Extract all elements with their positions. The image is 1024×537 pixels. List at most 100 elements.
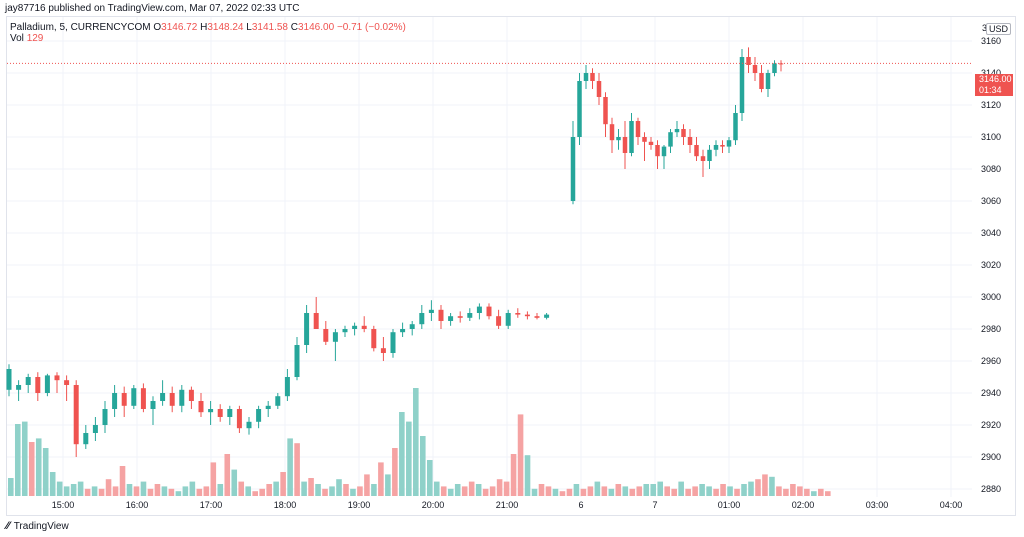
price-tick-label: 2940 — [981, 388, 1001, 398]
candle-body — [674, 129, 680, 133]
candle-body — [188, 389, 194, 401]
candle-body — [25, 377, 31, 385]
volume-bar — [42, 448, 49, 496]
volume-bar — [685, 488, 691, 496]
candle-body — [577, 81, 582, 137]
candle — [419, 305, 425, 329]
candle — [524, 311, 530, 320]
volume-bar — [8, 478, 14, 496]
close-value: 3146.00 — [298, 22, 335, 33]
candle — [720, 140, 725, 153]
candle — [746, 47, 751, 73]
volume-bar — [175, 491, 182, 496]
volume-bar — [287, 438, 293, 496]
publisher-line: jay87716 published on TradingView.com, M… — [5, 3, 300, 14]
partial-top-tick: 3 — [982, 23, 988, 33]
candle-body — [448, 316, 454, 321]
volume-bar — [336, 479, 342, 496]
candlesticks — [6, 47, 784, 457]
time-tick-label: 7 — [652, 500, 657, 510]
volume-label: Vol — [10, 33, 24, 44]
volume-bar — [308, 478, 314, 496]
candle-body — [275, 396, 281, 406]
candle-body — [505, 313, 511, 326]
volume-bar — [587, 486, 594, 496]
candle-body — [284, 377, 290, 397]
volume-bar — [280, 472, 286, 496]
volume-bar — [482, 488, 489, 496]
candle-body — [622, 137, 628, 153]
candle — [622, 121, 628, 169]
candle-body — [603, 97, 608, 125]
candle-body — [352, 325, 358, 329]
candle-body — [765, 73, 771, 89]
candle-body — [642, 137, 647, 142]
price-tick-label: 3000 — [981, 292, 1001, 302]
volume-bar — [84, 488, 91, 496]
change-value: −0.71 (−0.02%) — [336, 22, 406, 33]
candle-body — [256, 409, 262, 422]
price-tick-label: 3100 — [981, 132, 1001, 142]
volume-bar — [573, 484, 580, 496]
candle-body — [668, 132, 673, 147]
time-tick-label: 02:00 — [792, 500, 815, 510]
candle-body — [73, 385, 79, 445]
time-tick-label: 16:00 — [126, 500, 149, 510]
last-price-value: 3146.00 — [979, 74, 1012, 84]
volume-bar — [517, 414, 524, 496]
volume-bar — [322, 488, 328, 496]
candle-body — [524, 314, 530, 317]
volume-bar — [615, 484, 622, 496]
time-tick-label: 20:00 — [422, 500, 445, 510]
candle — [352, 322, 358, 336]
volume-bar — [608, 488, 615, 496]
currency-badge[interactable]: USD — [986, 23, 1012, 35]
candle — [583, 65, 589, 89]
volume-bar — [636, 486, 643, 496]
volume-bar — [315, 484, 321, 496]
candle-body — [707, 149, 712, 161]
candle-body — [759, 73, 764, 89]
volume-bar — [56, 481, 63, 496]
candle-body — [54, 375, 60, 381]
time-axis: 15:00 16:00 17:00 18:00 19:00 20:00 21:00 6 7 01:… — [52, 500, 963, 510]
candle-body — [486, 306, 492, 317]
candle-body — [700, 156, 706, 161]
candle — [371, 325, 377, 352]
price-tick-label: 3140 — [981, 68, 1001, 78]
volume-bar — [713, 488, 719, 496]
candle-body — [131, 388, 137, 406]
volume-bar — [643, 484, 650, 496]
candle-body — [687, 137, 693, 145]
candle — [629, 113, 634, 157]
price-tick-label: 2980 — [981, 324, 1001, 334]
volume-bar — [168, 488, 175, 496]
volume-bar — [301, 481, 307, 496]
volume-bar — [594, 481, 601, 496]
price-tick-label: 3120 — [981, 100, 1001, 110]
candle — [44, 373, 50, 397]
candle — [304, 305, 310, 353]
volume-bar — [343, 484, 349, 496]
candle-body — [457, 316, 463, 318]
tradingview-logo-icon[interactable]: ⁄⁄ — [6, 520, 10, 532]
candle — [390, 329, 396, 358]
candle — [707, 145, 712, 169]
candle-body — [496, 316, 502, 326]
volume-value: 129 — [26, 33, 44, 44]
candle-body — [217, 409, 223, 417]
footer: ⁄⁄ TradingView — [6, 520, 69, 532]
candle — [544, 313, 550, 320]
volume-bar — [706, 486, 712, 496]
time-tick-label: 04:00 — [940, 500, 963, 510]
candle — [16, 380, 22, 401]
volume-bar — [273, 481, 279, 496]
brand-name[interactable]: TradingView — [13, 520, 69, 532]
candle-body — [169, 393, 175, 406]
volume-bar — [622, 486, 629, 496]
candle-body — [648, 141, 654, 145]
candle-body — [35, 377, 41, 393]
volume-bar — [426, 460, 433, 496]
candle — [6, 364, 12, 397]
